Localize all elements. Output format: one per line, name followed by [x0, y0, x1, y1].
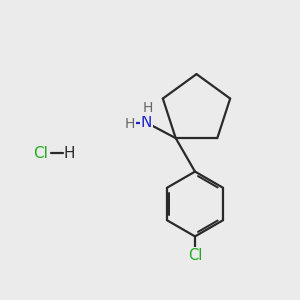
- Text: N: N: [141, 115, 152, 130]
- Text: H: H: [124, 117, 135, 131]
- Text: Cl: Cl: [188, 248, 202, 263]
- Text: Cl: Cl: [33, 146, 48, 160]
- Text: H: H: [63, 146, 75, 160]
- Text: H: H: [142, 101, 153, 115]
